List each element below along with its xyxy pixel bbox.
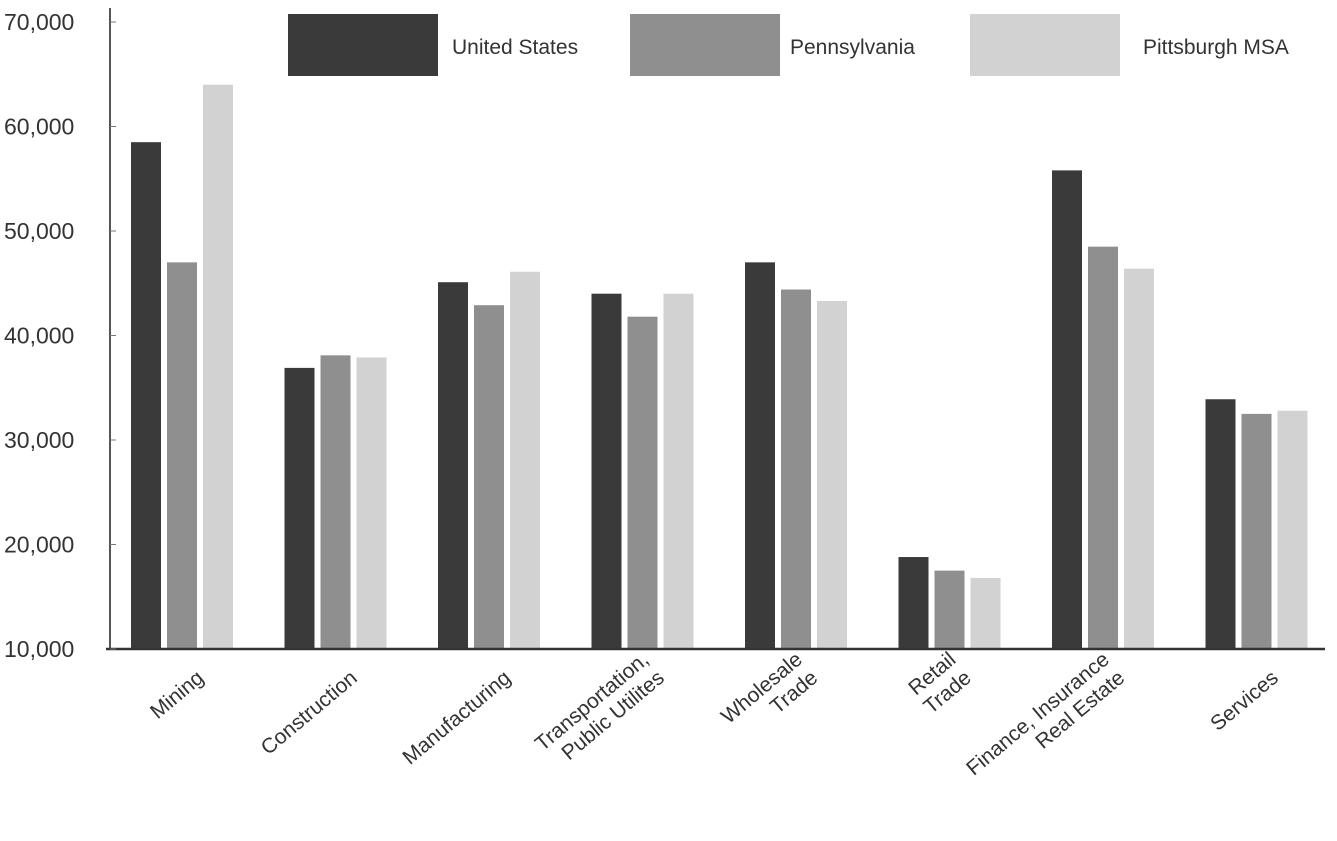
- bar-united-states-7: [1205, 399, 1236, 649]
- bar-united-states-5: [898, 557, 929, 649]
- bar-pittsburgh-msa-6: [1124, 268, 1154, 649]
- bar-pennsylvania-7: [1241, 413, 1272, 649]
- bar-pennsylvania-5: [934, 570, 965, 649]
- legend-label: Pennsylvania: [790, 36, 915, 59]
- bar-pennsylvania-3: [627, 316, 658, 649]
- x-tick-label: Mining: [146, 666, 208, 723]
- bar-united-states-6: [1052, 170, 1082, 649]
- bar-pennsylvania-0: [167, 262, 197, 649]
- bar-pittsburgh-msa-2: [510, 271, 540, 649]
- y-tick-label: 60,000: [4, 114, 74, 140]
- legend-swatch-pennsylvania: [630, 14, 780, 76]
- y-tick-label: 10,000: [4, 636, 74, 662]
- y-tick-label: 20,000: [4, 532, 74, 558]
- legend-swatch-pittsburgh-msa: [970, 14, 1120, 76]
- bar-pennsylvania-6: [1088, 246, 1118, 650]
- bar-pittsburgh-msa-5: [970, 577, 1001, 649]
- legend: United States Pennsylvania Pittsburgh MSA: [288, 14, 1289, 76]
- bar-pittsburgh-msa-7: [1277, 410, 1308, 649]
- legend-label: United States: [452, 36, 578, 59]
- bar-pittsburgh-msa-0: [203, 84, 233, 649]
- bar-pennsylvania-4: [781, 289, 811, 649]
- y-tick-label: 50,000: [4, 218, 74, 244]
- bar-pennsylvania-2: [474, 305, 504, 649]
- bar-united-states-2: [438, 282, 468, 649]
- bar-pittsburgh-msa-1: [356, 357, 387, 649]
- bar-united-states-3: [591, 293, 622, 649]
- bar-united-states-0: [131, 142, 161, 650]
- x-tick-label: Construction: [257, 666, 362, 759]
- bar-pennsylvania-1: [320, 355, 351, 649]
- y-tick-label: 30,000: [4, 427, 74, 453]
- bar-united-states-1: [284, 367, 315, 649]
- bar-pittsburgh-msa-4: [817, 301, 847, 649]
- x-tick-label: Manufacturing: [398, 666, 515, 769]
- legend-swatch-united-states: [288, 14, 438, 76]
- x-tick-label: Services: [1206, 666, 1282, 735]
- y-tick-label: 70,000: [4, 9, 74, 35]
- bars-layer: [131, 84, 1308, 650]
- legend-label: Pittsburgh MSA: [1143, 36, 1289, 59]
- y-tick-label: 40,000: [4, 323, 74, 349]
- bar-pittsburgh-msa-3: [663, 293, 694, 649]
- bar-united-states-4: [745, 262, 775, 649]
